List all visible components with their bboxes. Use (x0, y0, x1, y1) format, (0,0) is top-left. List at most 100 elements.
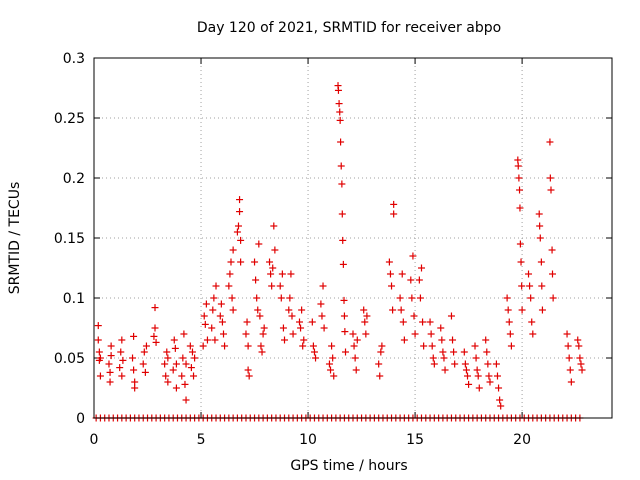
x-tick-label: 0 (90, 432, 99, 448)
data-point (190, 372, 198, 380)
data-point (295, 318, 303, 326)
data-point (472, 354, 480, 362)
data-point (351, 354, 359, 362)
data-point (212, 282, 220, 290)
data-point (270, 222, 278, 230)
data-point (577, 360, 585, 368)
data-point (493, 372, 501, 380)
data-point (398, 270, 406, 278)
data-point (227, 258, 235, 266)
data-point (460, 348, 468, 356)
data-point (549, 294, 557, 302)
data-point (506, 330, 514, 338)
data-point (237, 236, 245, 244)
y-tick-label: 0.1 (63, 291, 85, 307)
data-point (287, 270, 295, 278)
data-point (416, 294, 424, 302)
data-point (188, 348, 196, 356)
data-point (251, 258, 259, 266)
data-point (471, 342, 479, 350)
data-point (179, 354, 187, 362)
data-point (118, 372, 126, 380)
data-point (438, 336, 446, 344)
data-point (516, 240, 524, 248)
data-point (140, 348, 148, 356)
data-point (152, 338, 160, 346)
data-point (426, 318, 434, 326)
data-point (349, 330, 357, 338)
data-point (375, 360, 383, 368)
data-point (338, 210, 346, 218)
data-point (518, 282, 526, 290)
data-point (269, 264, 277, 272)
data-point (233, 228, 241, 236)
data-point (482, 336, 490, 344)
y-tick-label: 0.25 (54, 111, 85, 127)
data-point (336, 108, 344, 116)
data-point (565, 354, 573, 362)
data-point (417, 264, 425, 272)
data-point (170, 336, 178, 344)
data-point (546, 174, 554, 182)
data-points (92, 82, 586, 422)
data-point (191, 354, 199, 362)
data-point (449, 336, 457, 344)
data-point (396, 294, 404, 302)
data-point (437, 324, 445, 332)
data-point (505, 318, 513, 326)
data-point (218, 318, 226, 326)
data-point (495, 384, 503, 392)
data-point (258, 348, 266, 356)
data-point (340, 312, 348, 320)
y-tick-label: 0.2 (63, 171, 85, 187)
data-point (390, 210, 398, 218)
data-point (254, 306, 262, 314)
data-point (337, 138, 345, 146)
data-point (279, 324, 287, 332)
data-point (172, 360, 180, 368)
data-point (547, 186, 555, 194)
data-point (106, 368, 114, 376)
data-point (399, 318, 407, 326)
data-point (141, 368, 149, 376)
data-point (244, 366, 252, 374)
data-point (244, 342, 252, 350)
data-point (299, 342, 307, 350)
data-point (336, 116, 344, 124)
data-point (150, 332, 158, 340)
data-point (164, 354, 172, 362)
chart-title: Day 120 of 2021, SRMTID for receiver abp… (197, 20, 501, 36)
data-point (131, 378, 139, 386)
data-point (172, 384, 180, 392)
data-point (266, 258, 274, 266)
data-point (483, 348, 491, 356)
data-point (130, 332, 138, 340)
data-point (281, 336, 289, 344)
y-tick-label: 0.15 (54, 231, 85, 247)
data-point (429, 354, 437, 362)
data-point (180, 330, 188, 338)
data-point (96, 354, 104, 362)
data-point (317, 300, 325, 308)
data-point (162, 372, 170, 380)
data-point (252, 276, 260, 284)
data-point (504, 306, 512, 314)
data-point (96, 372, 104, 380)
data-point (407, 276, 415, 284)
data-point (339, 236, 347, 244)
data-point (178, 372, 186, 380)
data-point (151, 324, 159, 332)
data-point (376, 372, 384, 380)
data-point (339, 260, 347, 268)
data-point (107, 352, 115, 360)
data-point (427, 330, 435, 338)
data-point (350, 342, 358, 350)
data-point (526, 282, 534, 290)
data-point (208, 324, 216, 332)
data-point (361, 318, 369, 326)
data-point (363, 312, 371, 320)
data-point (360, 306, 368, 314)
data-point (95, 348, 103, 356)
data-point (575, 342, 583, 350)
data-point (574, 336, 582, 344)
